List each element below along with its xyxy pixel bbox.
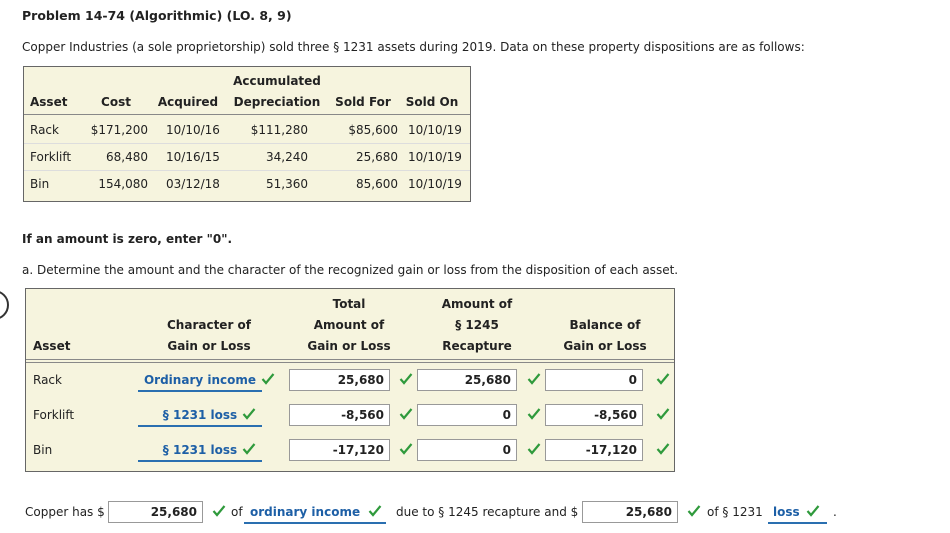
check-icon bbox=[399, 373, 413, 385]
rule bbox=[24, 114, 470, 115]
check-icon bbox=[687, 505, 701, 517]
table-cell: 85,600 bbox=[356, 177, 398, 191]
check-icon bbox=[527, 373, 541, 385]
character-dropdown[interactable] bbox=[138, 405, 262, 427]
column-header: Amount of bbox=[313, 318, 385, 332]
table-cell: Forklift bbox=[30, 150, 72, 164]
column-header: Balance of bbox=[569, 318, 641, 332]
column-header: Character of bbox=[166, 318, 252, 332]
rule bbox=[24, 143, 470, 144]
column-header: § 1245 bbox=[455, 318, 499, 332]
asset-name: Forklift bbox=[33, 408, 75, 422]
table-cell: 03/12/18 bbox=[166, 177, 220, 191]
table-cell: 10/10/19 bbox=[408, 177, 462, 191]
column-header: Asset bbox=[33, 339, 71, 353]
summary-text: Copper has $ bbox=[25, 505, 105, 519]
rule bbox=[24, 170, 470, 171]
amount-input[interactable]: -8,560 bbox=[545, 404, 643, 426]
table-cell: Bin bbox=[30, 177, 50, 191]
check-icon bbox=[399, 408, 413, 420]
summary-text: of § 1231 bbox=[707, 505, 763, 519]
amount-input[interactable]: 25,680 bbox=[582, 501, 678, 523]
amount-input[interactable]: -8,560 bbox=[289, 404, 390, 426]
amount-input[interactable]: 25,680 bbox=[108, 501, 203, 523]
check-icon bbox=[656, 408, 670, 420]
side-marker bbox=[0, 291, 9, 319]
column-header: Gain or Loss bbox=[563, 339, 647, 353]
rule bbox=[26, 362, 674, 363]
table-cell: $171,200 bbox=[90, 123, 148, 137]
table-cell: 10/10/19 bbox=[408, 150, 462, 164]
question-text: a. Determine the amount and the characte… bbox=[22, 263, 679, 277]
check-icon bbox=[242, 443, 256, 455]
table-cell: 34,240 bbox=[266, 150, 308, 164]
column-header: Recapture bbox=[442, 339, 512, 353]
table-cell: Rack bbox=[30, 123, 59, 137]
check-icon bbox=[806, 505, 820, 517]
check-icon bbox=[656, 373, 670, 385]
amount-input[interactable]: 0 bbox=[417, 404, 517, 426]
check-icon bbox=[399, 443, 413, 455]
column-header: Amount of bbox=[441, 297, 513, 311]
check-icon bbox=[242, 408, 256, 420]
check-icon bbox=[527, 408, 541, 420]
intro-text: Copper Industries (a sole proprietorship… bbox=[22, 40, 805, 54]
dropdown-value: loss bbox=[773, 505, 800, 519]
character-dropdown[interactable] bbox=[768, 502, 827, 524]
dropdown-value: § 1231 loss bbox=[162, 408, 238, 422]
table-cell: 10/16/15 bbox=[166, 150, 220, 164]
amount-input[interactable]: 0 bbox=[545, 369, 643, 391]
column-header: Sold On bbox=[405, 95, 459, 109]
dropdown-value: § 1231 loss bbox=[162, 443, 238, 457]
column-header: Asset bbox=[30, 95, 68, 109]
column-header: Accumulated bbox=[233, 74, 321, 88]
column-header: Acquired bbox=[157, 95, 219, 109]
column-header: Sold For bbox=[335, 95, 391, 109]
amount-input[interactable]: -17,120 bbox=[545, 439, 643, 461]
data-table bbox=[23, 66, 471, 202]
check-icon bbox=[261, 373, 275, 385]
amount-input[interactable]: 25,680 bbox=[417, 369, 517, 391]
dropdown-value: ordinary income bbox=[250, 505, 361, 519]
table-cell: 25,680 bbox=[356, 150, 398, 164]
table-cell: 154,080 bbox=[98, 177, 148, 191]
table-cell: 10/10/19 bbox=[408, 123, 462, 137]
summary-text: . bbox=[833, 505, 837, 519]
column-header: Cost bbox=[101, 95, 131, 109]
asset-name: Rack bbox=[33, 373, 62, 387]
table-cell: 68,480 bbox=[106, 150, 148, 164]
check-icon bbox=[527, 443, 541, 455]
check-icon bbox=[212, 505, 226, 517]
column-header: Gain or Loss bbox=[307, 339, 391, 353]
problem-title: Problem 14-74 (Algorithmic) (LO. 8, 9) bbox=[22, 8, 292, 23]
check-icon bbox=[368, 505, 382, 517]
column-header: Total bbox=[332, 297, 366, 311]
amount-input[interactable]: -17,120 bbox=[289, 439, 390, 461]
check-icon bbox=[656, 443, 670, 455]
table-cell: 51,360 bbox=[266, 177, 308, 191]
table-cell: $111,280 bbox=[250, 123, 308, 137]
table-cell: 10/10/16 bbox=[166, 123, 220, 137]
instruction: If an amount is zero, enter "0". bbox=[22, 232, 233, 246]
column-header: Gain or Loss bbox=[167, 339, 251, 353]
character-dropdown[interactable] bbox=[138, 370, 262, 392]
amount-input[interactable]: 0 bbox=[417, 439, 517, 461]
dropdown-value: Ordinary income bbox=[143, 373, 257, 387]
rule bbox=[26, 359, 674, 360]
summary-text: of bbox=[231, 505, 243, 519]
summary-text: due to § 1245 recapture and $ bbox=[396, 505, 579, 519]
table-cell: $85,600 bbox=[348, 123, 398, 137]
asset-name: Bin bbox=[33, 443, 53, 457]
character-dropdown[interactable] bbox=[244, 502, 386, 524]
amount-input[interactable]: 25,680 bbox=[289, 369, 390, 391]
column-header: Depreciation bbox=[233, 95, 321, 109]
character-dropdown[interactable] bbox=[138, 440, 262, 462]
